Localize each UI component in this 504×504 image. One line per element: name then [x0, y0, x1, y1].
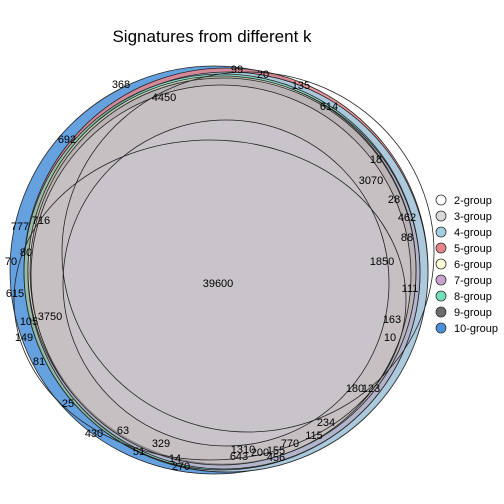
legend-swatch-8-group — [435, 290, 447, 302]
region-label: 770 — [281, 438, 299, 450]
legend-label-5-group: 5-group — [454, 243, 492, 255]
legend-label-3-group: 3-group — [454, 211, 492, 223]
region-label: 14 — [169, 453, 181, 465]
legend-label-4-group: 4-group — [454, 227, 492, 239]
region-label: 25 — [62, 398, 74, 410]
legend-label-7-group: 7-group — [454, 275, 492, 287]
legend-swatch-5-group — [435, 242, 447, 254]
legend-label-8-group: 8-group — [454, 291, 492, 303]
region-label: 80 — [20, 247, 32, 259]
region-label: 270 — [172, 461, 190, 473]
region-label: 716 — [32, 215, 50, 227]
region-label: 234 — [317, 417, 335, 429]
region-label: 63 — [117, 425, 129, 437]
region-label: 111 — [402, 283, 419, 295]
legend-label-2-group: 2-group — [454, 195, 492, 207]
chart-title: Signatures from different k — [112, 27, 312, 46]
legend-label-9-group: 9-group — [454, 307, 492, 319]
region-label: 643 — [230, 451, 248, 463]
region-label: 200 — [251, 447, 269, 459]
region-label: 462 — [398, 212, 416, 224]
venn-circles — [9, 65, 429, 475]
region-label: 614 — [320, 101, 338, 113]
region-label: 692 — [58, 134, 76, 146]
legend: 2-group 3-group 4-group 5-group 6-group 7-gro… — [435, 194, 498, 335]
region-label: 81 — [33, 356, 45, 368]
circle-2-group — [62, 119, 390, 447]
legend-swatch-9-group — [435, 306, 447, 318]
region-label: 1310 — [231, 444, 255, 456]
legend-swatch-6-group — [435, 258, 447, 270]
region-label: 3750 — [38, 311, 62, 323]
region-label: 18 — [370, 154, 382, 166]
arc-1 — [61, 71, 435, 433]
legend-swatch-7-group — [435, 274, 447, 286]
region-label: 135 — [292, 80, 310, 92]
region-label: 180 — [346, 383, 364, 395]
region-label: 105 — [20, 316, 38, 328]
region-label: 163 — [383, 314, 401, 326]
region-label: 10 — [384, 332, 396, 344]
region-label: 777 — [11, 221, 29, 233]
legend-swatch-10-group — [435, 322, 447, 334]
legend-swatch-3-group — [435, 210, 447, 222]
legend-swatch-2-group — [435, 194, 447, 206]
region-label: 149 — [15, 332, 33, 344]
region-label: 88 — [401, 232, 413, 244]
legend-label-6-group: 6-group — [454, 259, 492, 271]
region-label: 155 — [267, 445, 285, 457]
region-label: 329 — [152, 438, 170, 450]
region-label: 99 — [231, 64, 243, 76]
region-label: 39600 — [203, 278, 234, 290]
region-label: 28 — [388, 194, 400, 206]
region-label: 70 — [5, 256, 17, 268]
region-label: 368 — [112, 79, 130, 91]
region-label: 115 — [305, 430, 323, 442]
region-label: 123 — [362, 383, 380, 395]
region-label: 20 — [257, 69, 269, 81]
legend-swatch-4-group — [435, 226, 447, 238]
arc-2 — [13, 139, 407, 461]
venn-arcs — [13, 71, 435, 461]
region-label: 456 — [267, 452, 285, 464]
region-labels: 39600 4450 3750 3070 1850 1310 692 716 6… — [5, 64, 418, 473]
region-label: 1850 — [370, 256, 394, 268]
legend-label-10-group: 10-group — [454, 323, 498, 335]
region-label: 3070 — [359, 175, 383, 187]
region-label: 615 — [6, 288, 24, 300]
region-label: 4450 — [152, 92, 176, 104]
region-label: 430 — [85, 428, 103, 440]
region-label: 51 — [133, 446, 145, 458]
